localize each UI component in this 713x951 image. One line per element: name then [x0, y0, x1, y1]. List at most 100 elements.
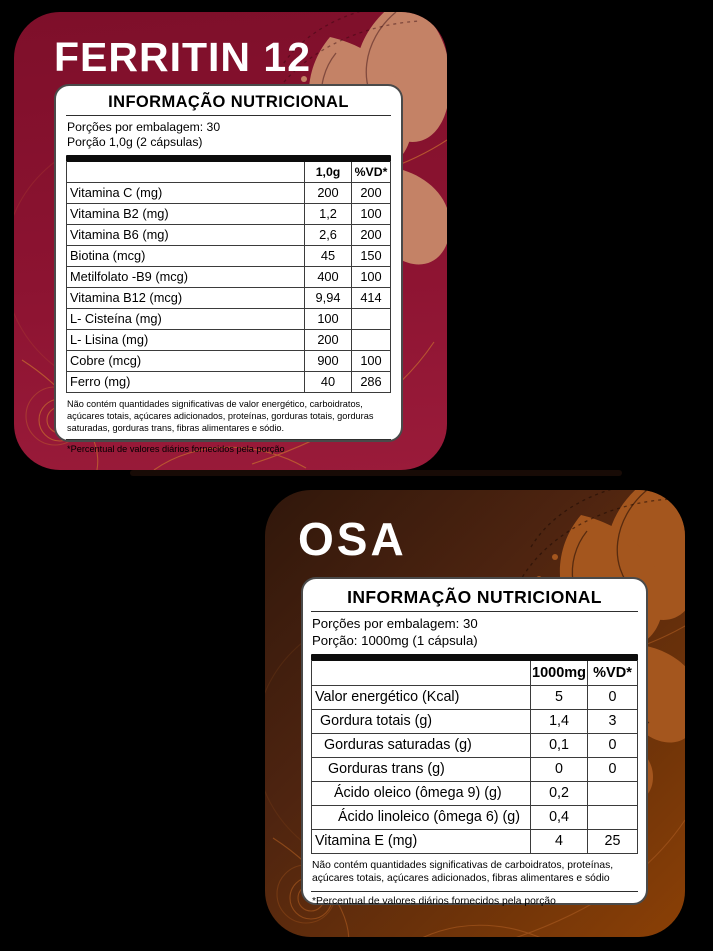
- daily-value-footnote: *Percentual de valores diários fornecido…: [67, 444, 285, 455]
- servings-per-pack: Porções por embalagem: 30: [312, 616, 478, 631]
- nutrition-facts-panel: INFORMAÇÃO NUTRICIONAL Porções por embal…: [301, 577, 648, 907]
- table-row: Ácido linoleico (ômega 6) (g) 0,4: [311, 804, 638, 830]
- nutrient-name-cell: Valor energético (Kcal): [311, 684, 531, 710]
- table-row: Gordura totais (g) 1,4 3: [311, 708, 638, 734]
- dv-cell: 25: [587, 828, 638, 854]
- table-row: L- Lisina (mg) 200: [66, 328, 391, 351]
- thick-divider-bar: [66, 154, 391, 162]
- table-row: Vitamina C (mg) 200 200: [66, 181, 391, 204]
- table-header-row: 1000mg %VD*: [311, 660, 638, 686]
- nutrient-name-cell: L- Cisteína (mg): [66, 307, 305, 330]
- dv-cell: 0: [587, 756, 638, 782]
- table-header-empty: [311, 660, 531, 686]
- osa-label-card: OSA INFORMAÇÃO NUTRICIONAL Porções por e…: [265, 490, 685, 937]
- dv-cell: 200: [351, 181, 391, 204]
- thick-divider-bar: [311, 653, 638, 661]
- amount-cell: 200: [304, 328, 352, 351]
- amount-cell: 0,4: [530, 804, 588, 830]
- nutrition-header: INFORMAÇÃO NUTRICIONAL: [347, 587, 602, 607]
- nutrient-name-cell: L- Lisina (mg): [66, 328, 305, 351]
- table-row: Biotina (mcg) 45 150: [66, 244, 391, 267]
- amount-cell: 400: [304, 265, 352, 288]
- amount-cell: 2,6: [304, 223, 352, 246]
- nutrient-name-cell: Vitamina B6 (mg): [66, 223, 305, 246]
- table-header-amount: 1,0g: [304, 161, 352, 183]
- nutrient-name-cell: Metilfolato -B9 (mcg): [66, 265, 305, 288]
- nutrient-name-cell: Gorduras saturadas (g): [311, 732, 531, 758]
- dv-cell: [351, 328, 391, 351]
- nutrition-facts-panel: INFORMAÇÃO NUTRICIONAL Porções por embal…: [54, 84, 403, 454]
- amount-cell: 0: [530, 756, 588, 782]
- amount-cell: 1,2: [304, 202, 352, 225]
- amount-cell: 0,1: [530, 732, 588, 758]
- table-header-dv: %VD*: [587, 660, 638, 686]
- dv-cell: 286: [351, 370, 391, 393]
- amount-cell: 45: [304, 244, 352, 267]
- table-header-empty: [66, 161, 305, 183]
- servings-info: Porções por embalagem: 30 Porção 1,0g (2…: [67, 120, 391, 151]
- ferritin-label-card: FERRITIN 12 INFORMAÇÃO NUTRICIONAL Porçõ…: [14, 12, 447, 470]
- table-row: Vitamina B12 (mcg) 9,94 414: [66, 286, 391, 309]
- table-row: Vitamina E (mg) 4 25: [311, 828, 638, 854]
- table-row: Cobre (mcg) 900 100: [66, 349, 391, 372]
- table-header-dv: %VD*: [351, 161, 391, 183]
- table-row: Gorduras saturadas (g) 0,1 0: [311, 732, 638, 758]
- nutrition-table: 1000mg %VD* Valor energético (Kcal) 5 0 Gor…: [311, 660, 638, 854]
- nutrient-name-cell: Cobre (mcg): [66, 349, 305, 372]
- nutrient-name-cell: Vitamina C (mg): [66, 181, 305, 204]
- amount-cell: 4: [530, 828, 588, 854]
- dv-cell: 100: [351, 202, 391, 225]
- dv-cell: 3: [587, 708, 638, 734]
- table-row: Ácido oleico (ômega 9) (g) 0,2: [311, 780, 638, 806]
- amount-cell: 900: [304, 349, 352, 372]
- daily-value-footnote: *Percentual de valores diários fornecido…: [312, 895, 556, 907]
- amount-cell: 0,2: [530, 780, 588, 806]
- nutrient-name-cell: Biotina (mcg): [66, 244, 305, 267]
- amount-cell: 5: [530, 684, 588, 710]
- nutrient-name-cell: Vitamina B12 (mcg): [66, 286, 305, 309]
- nutrient-name-cell: Ácido oleico (ômega 9) (g): [311, 780, 531, 806]
- inter-card-shadow: [130, 470, 622, 476]
- dv-cell: 100: [351, 265, 391, 288]
- dv-cell: 150: [351, 244, 391, 267]
- serving-size: Porção: 1000mg (1 cápsula): [312, 632, 478, 648]
- dv-cell: 200: [351, 223, 391, 246]
- table-row: Gorduras trans (g) 0 0: [311, 756, 638, 782]
- dv-cell: 414: [351, 286, 391, 309]
- dv-cell: 0: [587, 732, 638, 758]
- nutrient-name-cell: Vitamina B2 (mg): [66, 202, 305, 225]
- table-row: Valor energético (Kcal) 5 0: [311, 684, 638, 710]
- product-title: OSA: [298, 513, 407, 565]
- servings-info: Porções por embalagem: 30 Porção: 1000mg…: [312, 616, 638, 650]
- divider: [311, 611, 638, 612]
- amount-cell: 100: [304, 307, 352, 330]
- nutrient-name-cell: Gorduras trans (g): [311, 756, 531, 782]
- nutrition-table: 1,0g %VD* Vitamina C (mg) 200 200 Vitamina …: [66, 161, 391, 393]
- amount-cell: 40: [304, 370, 352, 393]
- amount-cell: 1,4: [530, 708, 588, 734]
- amount-cell: 200: [304, 181, 352, 204]
- table-row: Metilfolato -B9 (mcg) 400 100: [66, 265, 391, 288]
- nutrient-name-cell: Vitamina E (mg): [311, 828, 531, 854]
- amount-cell: 9,94: [304, 286, 352, 309]
- dv-cell: 0: [587, 684, 638, 710]
- nutrient-name-cell: Ferro (mg): [66, 370, 305, 393]
- dv-cell: [587, 804, 638, 830]
- servings-per-pack: Porções por embalagem: 30: [67, 120, 221, 134]
- divider: [66, 439, 391, 441]
- table-header-row: 1,0g %VD*: [66, 161, 391, 183]
- table-header-amount: 1000mg: [530, 660, 588, 686]
- table-row: Vitamina B2 (mg) 1,2 100: [66, 202, 391, 225]
- table-row: L- Cisteína (mg) 100: [66, 307, 391, 330]
- serving-size: Porção 1,0g (2 cápsulas): [67, 135, 203, 150]
- nutrition-header: INFORMAÇÃO NUTRICIONAL: [108, 93, 349, 111]
- product-title: FERRITIN 12: [54, 34, 312, 80]
- dv-cell: [587, 780, 638, 806]
- no-significant-amounts-note: Não contém quantidades significativas de…: [67, 398, 374, 434]
- table-row: Vitamina B6 (mg) 2,6 200: [66, 223, 391, 246]
- divider: [66, 115, 391, 116]
- nutrient-name-cell: Gordura totais (g): [311, 708, 531, 734]
- nutrient-name-cell: Ácido linoleico (ômega 6) (g): [311, 804, 531, 830]
- table-row: Ferro (mg) 40 286: [66, 370, 391, 393]
